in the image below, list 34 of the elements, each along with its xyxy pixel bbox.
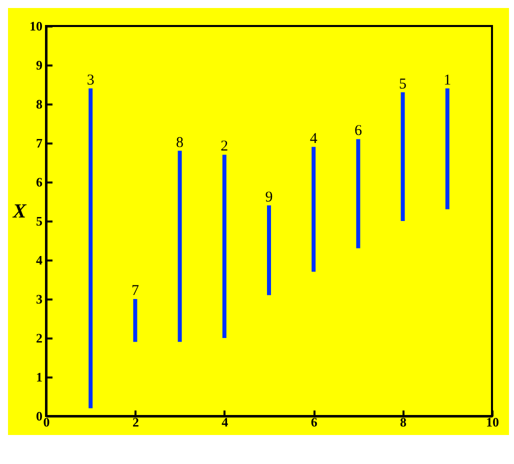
x-tick-label: 6 xyxy=(310,414,318,430)
annotation: 5 xyxy=(399,76,407,92)
y-tick-label: 9 xyxy=(36,58,43,72)
annotation: 9 xyxy=(265,189,273,206)
bar xyxy=(356,139,360,248)
y-tick-label: 2 xyxy=(36,330,42,346)
annotation: 2 xyxy=(220,138,228,155)
x-tick-label: 10 xyxy=(486,414,499,430)
annotation: 3 xyxy=(86,72,94,88)
x-tick-label: 8 xyxy=(400,414,408,430)
y-tick-label: 3 xyxy=(36,292,43,306)
y-tick-label: 6 xyxy=(36,174,43,190)
y-tick-label: 1 xyxy=(36,370,42,384)
bar xyxy=(267,205,271,296)
bar xyxy=(222,154,226,338)
bar xyxy=(88,88,93,408)
bar xyxy=(133,299,138,342)
annotation: 6 xyxy=(354,123,362,140)
y-tick-label: 10 xyxy=(30,18,42,34)
y-axis-title: X xyxy=(12,200,27,222)
bar xyxy=(178,150,182,342)
bar xyxy=(400,92,405,221)
x-tick-label: 2 xyxy=(132,414,139,430)
annotation: 7 xyxy=(131,283,140,299)
y-tick-label: 4 xyxy=(36,252,43,268)
y-tick-label: 8 xyxy=(36,96,43,112)
annotation: 1 xyxy=(444,72,452,88)
bar xyxy=(312,146,316,272)
annotation: 4 xyxy=(310,130,318,147)
y-tick-label: 7 xyxy=(36,136,43,150)
annotation: 8 xyxy=(176,134,184,151)
y-tick-label: 5 xyxy=(36,214,43,228)
bar xyxy=(445,88,450,210)
x-tick-label: 4 xyxy=(222,414,229,430)
